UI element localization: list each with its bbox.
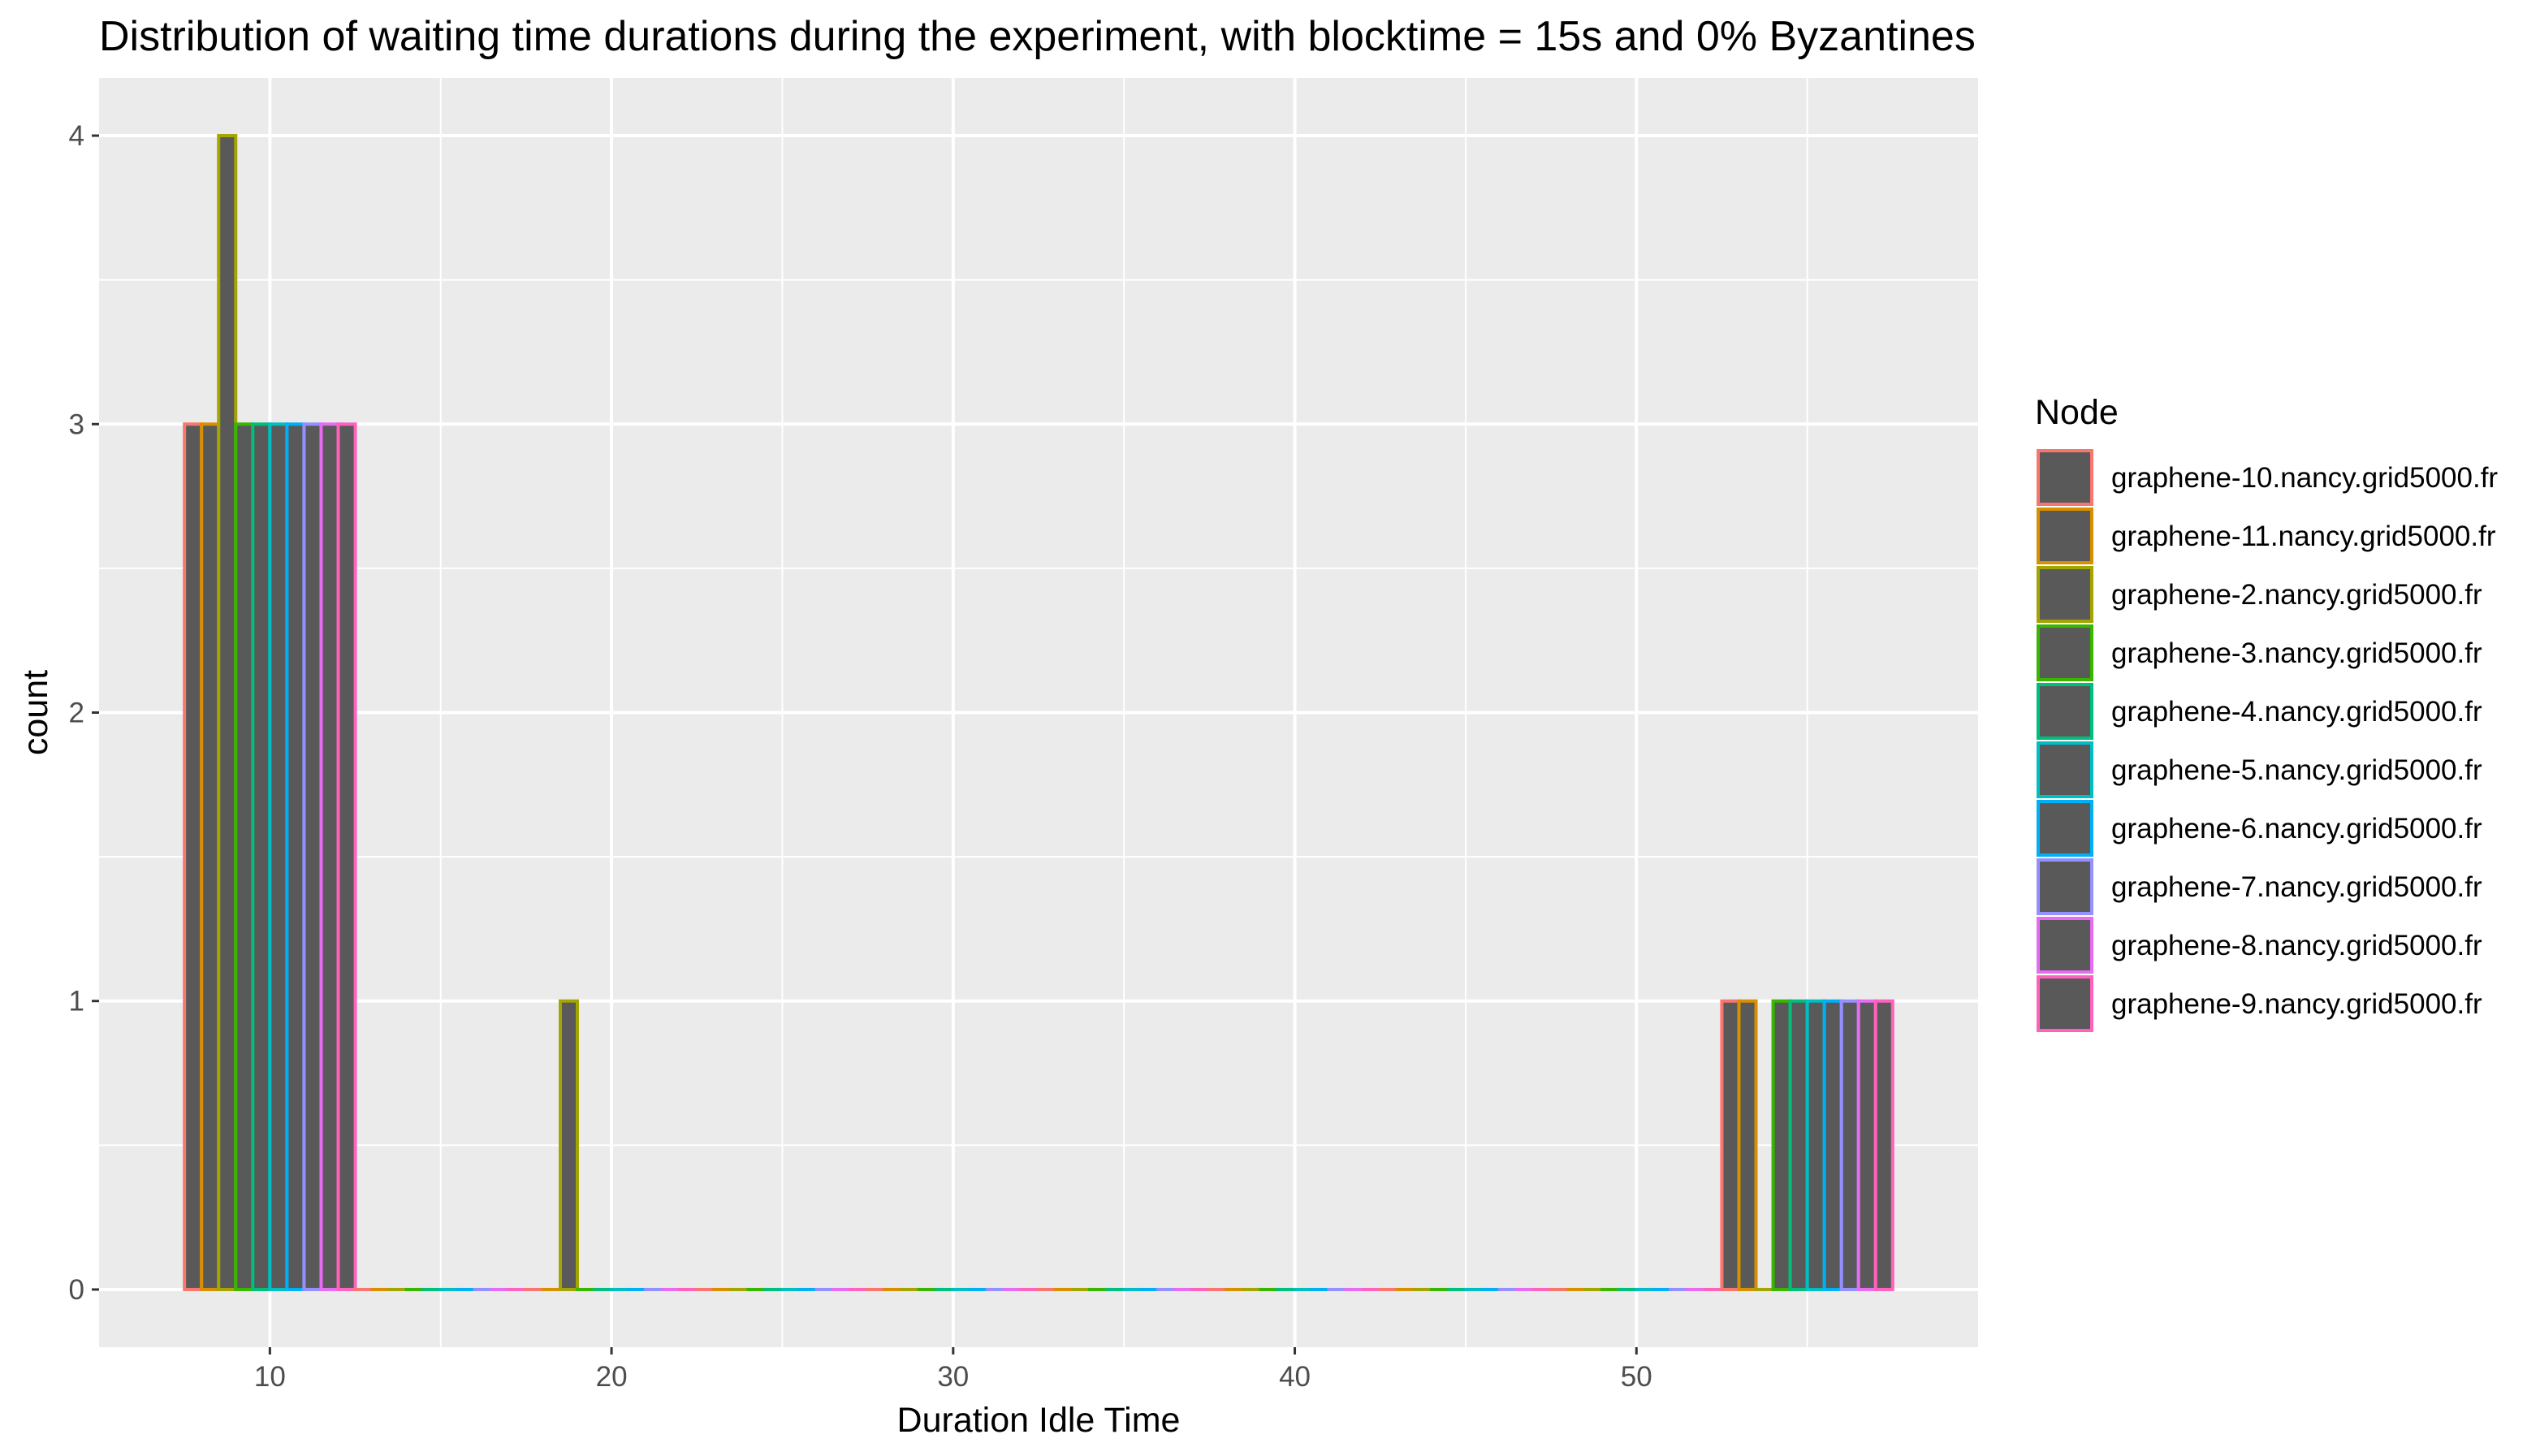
y-tick-label: 2 — [69, 698, 84, 729]
histogram-bar — [336, 422, 357, 1291]
histogram-bar — [319, 422, 340, 1291]
legend-swatch — [2037, 566, 2093, 623]
y-tick-label: 4 — [69, 120, 84, 152]
x-axis: 10 20 30 40 50 — [254, 1347, 1652, 1393]
legend-swatch — [2037, 449, 2093, 506]
histogram-bar — [1873, 999, 1894, 1291]
legend-swatch — [2037, 508, 2093, 564]
histogram-bar — [183, 422, 204, 1291]
histogram-bar — [200, 422, 221, 1291]
y-axis-title: count — [16, 670, 55, 755]
histogram-bar — [1805, 999, 1826, 1291]
histogram-bar — [217, 134, 238, 1291]
y-axis: 0 1 2 3 4 — [69, 120, 99, 1306]
legend-label: graphene-9.nancy.grid5000.fr — [2111, 988, 2482, 1020]
legend-items: graphene-10.nancy.grid5000.fr graphene-11… — [2037, 449, 2498, 1032]
y-tick-label: 1 — [69, 986, 84, 1017]
legend-swatch — [2037, 683, 2093, 740]
histogram-bar — [1822, 999, 1843, 1291]
histogram-bar — [1856, 999, 1877, 1291]
histogram-bar — [285, 422, 306, 1291]
minor-gridlines — [99, 78, 1978, 1347]
legend-swatch — [2037, 800, 2093, 857]
legend-swatch — [2037, 741, 2093, 798]
histogram-bar — [558, 999, 580, 1291]
y-tick-label: 3 — [69, 408, 84, 440]
legend-label: graphene-6.nancy.grid5000.fr — [2111, 813, 2482, 845]
legend-label: graphene-4.nancy.grid5000.fr — [2111, 696, 2482, 728]
legend-swatch — [2037, 624, 2093, 681]
x-tick-label: 50 — [1621, 1361, 1652, 1393]
histogram-bar — [1788, 999, 1809, 1291]
y-tick-label: 0 — [69, 1274, 84, 1306]
histogram-bar — [1720, 999, 1741, 1291]
legend-label: graphene-11.nancy.grid5000.fr — [2111, 521, 2496, 552]
x-tick-label: 10 — [254, 1361, 286, 1393]
histogram-bar — [1839, 999, 1860, 1291]
legend-title: Node — [2035, 393, 2119, 432]
legend-label: graphene-2.nancy.grid5000.fr — [2111, 579, 2482, 611]
histogram-bar — [234, 422, 255, 1291]
legend-label: graphene-5.nancy.grid5000.fr — [2111, 754, 2482, 786]
histogram-bar — [1771, 999, 1792, 1291]
legend-swatch — [2037, 917, 2093, 974]
legend: Node graphene-10.nancy.grid5000.frgraphe… — [2035, 393, 2498, 1032]
x-tick-label: 20 — [596, 1361, 628, 1393]
histogram-bar — [1737, 999, 1758, 1291]
legend-label: graphene-10.nancy.grid5000.fr — [2111, 462, 2498, 494]
legend-label: graphene-7.nancy.grid5000.fr — [2111, 871, 2482, 903]
x-axis-title: Duration Idle Time — [897, 1401, 1181, 1440]
chart-title: Distribution of waiting time durations d… — [99, 13, 1976, 60]
histogram-bar — [251, 422, 272, 1291]
legend-swatch — [2037, 975, 2093, 1032]
x-tick-label: 40 — [1279, 1361, 1311, 1393]
legend-label: graphene-3.nancy.grid5000.fr — [2111, 637, 2482, 669]
legend-label: graphene-8.nancy.grid5000.fr — [2111, 930, 2482, 961]
bars — [183, 134, 1894, 1291]
x-tick-label: 30 — [937, 1361, 969, 1393]
legend-swatch — [2037, 858, 2093, 915]
histogram-bar — [268, 422, 289, 1291]
histogram-bar — [302, 422, 323, 1291]
